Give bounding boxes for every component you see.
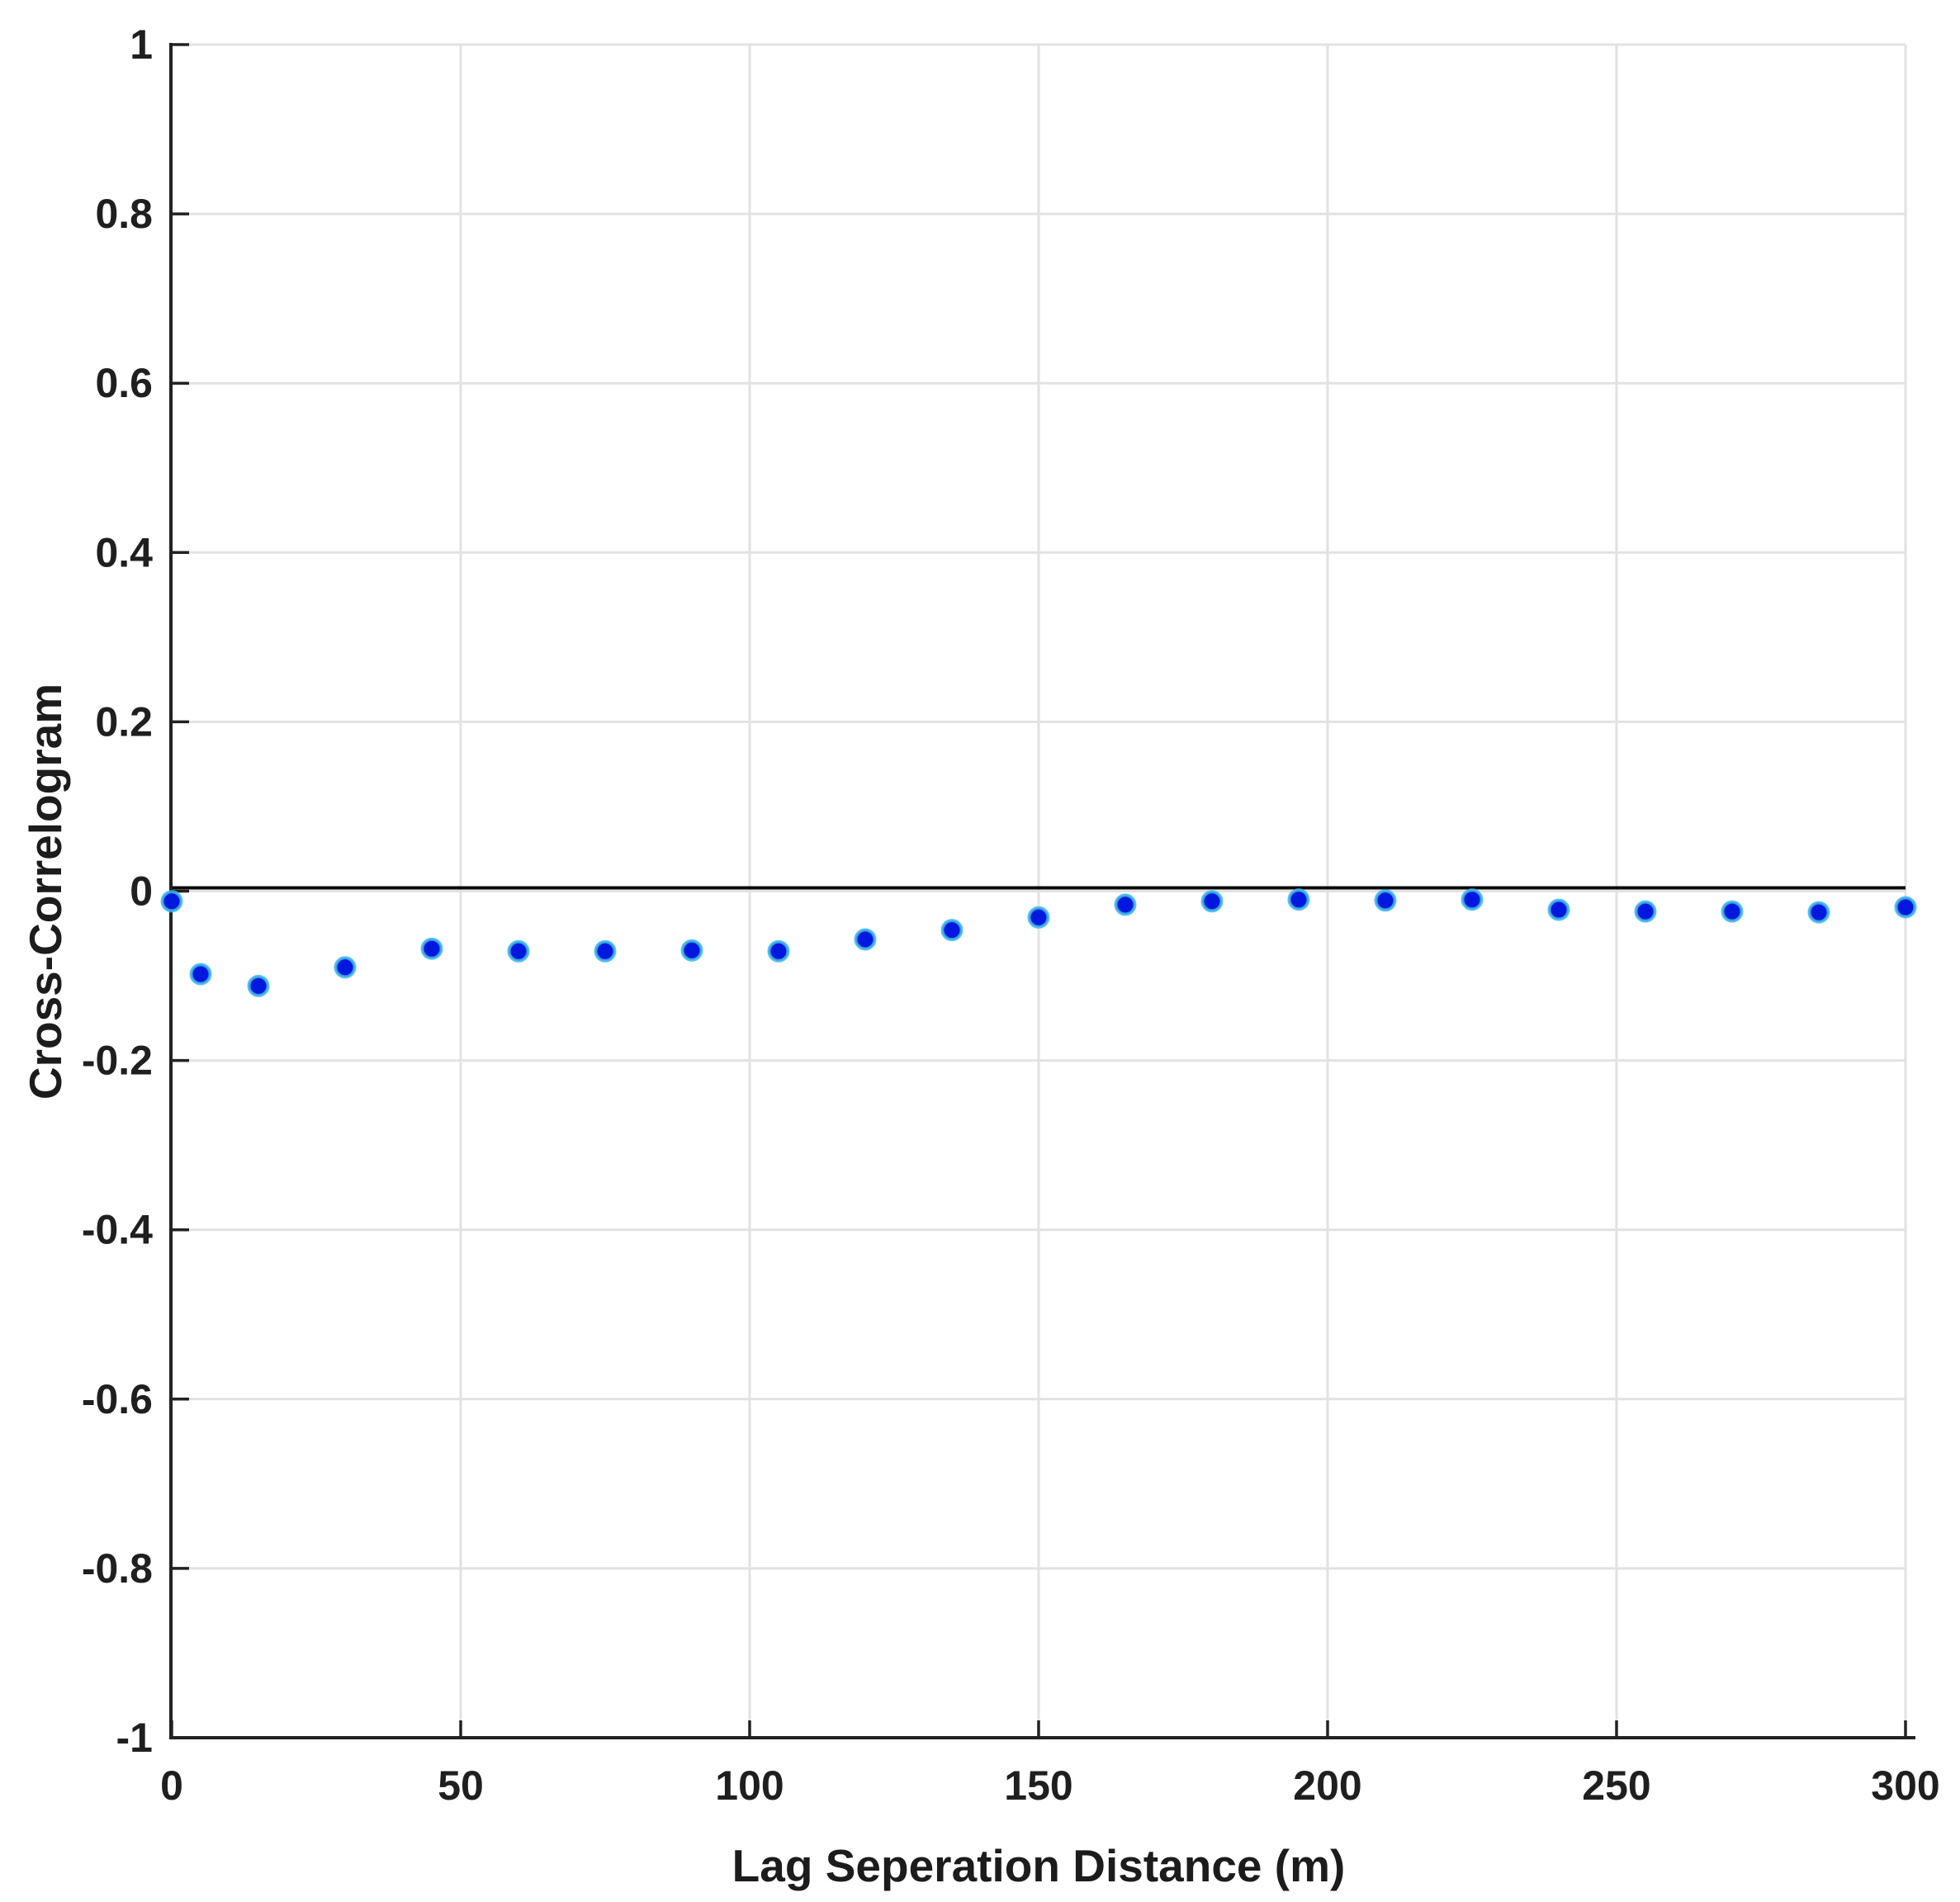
- x-tick-label: 200: [1293, 1762, 1361, 1809]
- y-tick-label: -0.6: [82, 1376, 153, 1422]
- x-tick-label: 100: [715, 1762, 784, 1809]
- data-point: [420, 937, 443, 960]
- data-point: [767, 939, 790, 963]
- data-point: [1547, 898, 1570, 921]
- data-point: [1027, 906, 1050, 929]
- y-tick-label: -0.8: [82, 1545, 153, 1592]
- y-tick-label: 0: [130, 868, 153, 915]
- y-tick-label: 0.2: [95, 698, 153, 745]
- data-point: [247, 974, 270, 997]
- y-tick-label: 1: [130, 21, 153, 68]
- y-tick-label: -1: [116, 1715, 153, 1761]
- x-tick-label: 250: [1582, 1762, 1650, 1809]
- data-point: [854, 928, 877, 951]
- y-tick-label: -0.4: [82, 1207, 153, 1253]
- data-point: [594, 939, 617, 963]
- data-point: [507, 939, 530, 963]
- data-point: [1721, 900, 1744, 923]
- x-tick-label: 0: [160, 1762, 183, 1809]
- x-axis-title: Lag Seperation Distance (m): [731, 1840, 1346, 1891]
- data-point: [160, 890, 183, 913]
- data-point: [1634, 900, 1657, 923]
- data-point: [1461, 888, 1484, 911]
- data-point: [189, 963, 212, 986]
- data-point: [1374, 889, 1397, 912]
- y-axis-title: Cross-Correlogram: [20, 683, 71, 1100]
- x-tick-label: 150: [1004, 1762, 1072, 1809]
- data-point: [1287, 888, 1310, 911]
- x-tick-label: 50: [438, 1762, 484, 1809]
- y-tick-label: 0.6: [95, 360, 153, 406]
- data-point: [1894, 896, 1917, 919]
- data-point: [1114, 893, 1137, 916]
- data-point: [1200, 890, 1224, 913]
- data-point: [334, 956, 357, 979]
- y-tick-label: -0.2: [82, 1038, 153, 1084]
- x-tick-label: 300: [1871, 1762, 1939, 1809]
- data-point: [940, 919, 963, 942]
- data-point: [1807, 901, 1830, 924]
- y-tick-label: 0.4: [95, 529, 153, 575]
- y-tick-label: 0.8: [95, 191, 153, 237]
- data-point: [680, 939, 703, 962]
